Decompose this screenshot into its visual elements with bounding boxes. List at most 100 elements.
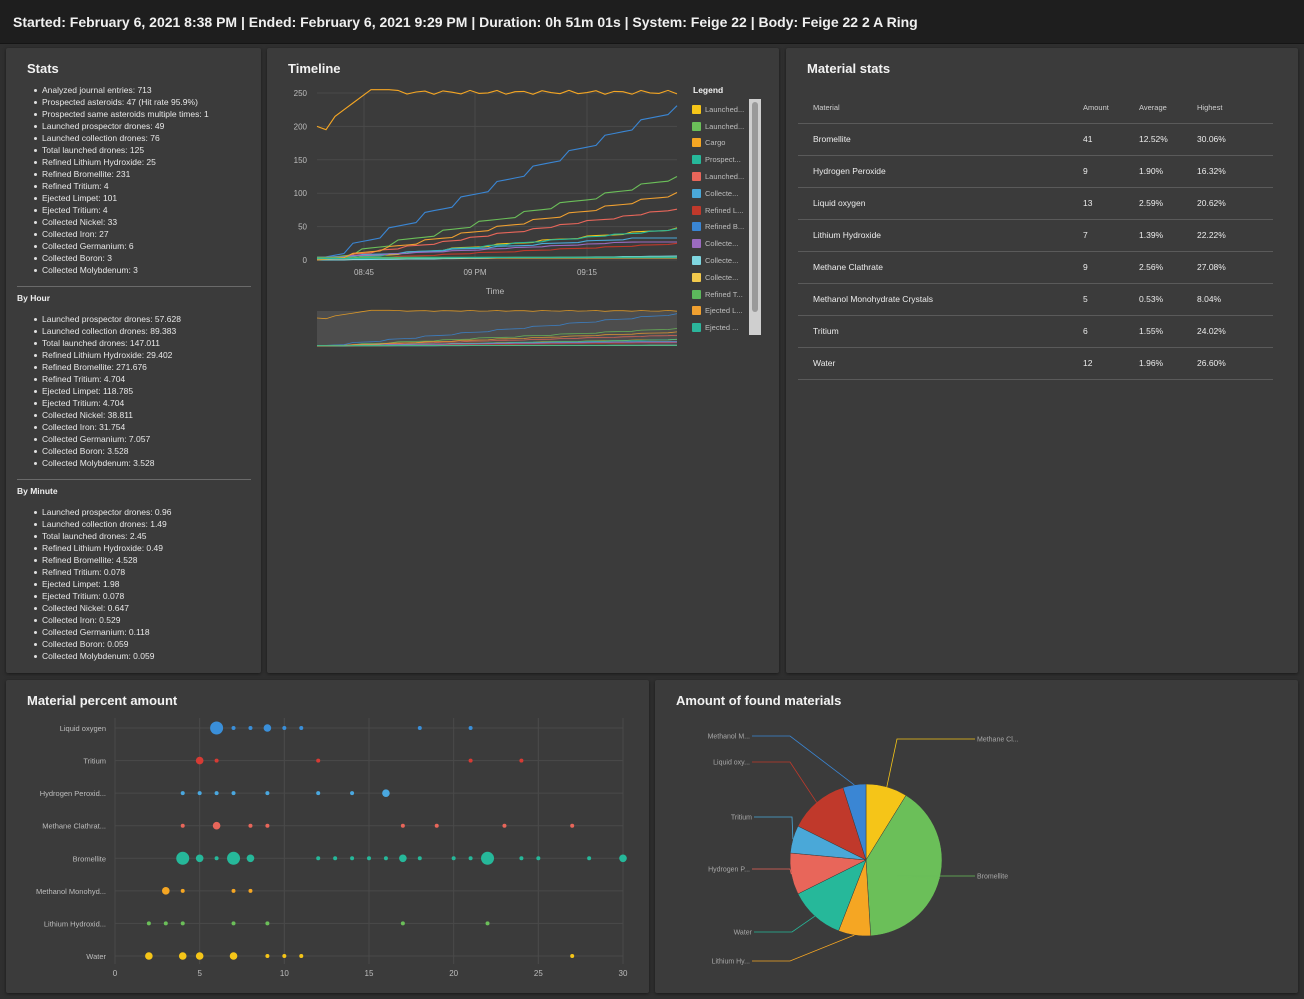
scatter-point[interactable] <box>248 888 253 893</box>
scatter-point[interactable] <box>316 856 321 861</box>
legend-scrollbar[interactable] <box>749 99 761 335</box>
scatter-point[interactable] <box>536 856 541 861</box>
scatter-point[interactable] <box>231 888 236 893</box>
col-amount[interactable]: Amount <box>1068 93 1124 124</box>
scatter-point[interactable] <box>400 823 405 828</box>
scatter-point[interactable] <box>176 851 190 865</box>
scatter-point[interactable] <box>162 887 170 895</box>
scatter-point[interactable] <box>214 758 219 763</box>
scatter-point[interactable] <box>265 823 270 828</box>
legend-item[interactable]: Collecte... <box>692 235 747 252</box>
scatter-point[interactable] <box>248 726 253 730</box>
scatter-point[interactable] <box>180 791 185 796</box>
scatter-point[interactable] <box>180 823 185 828</box>
legend-item[interactable]: Launched... <box>692 168 747 185</box>
scatter-point[interactable] <box>180 921 185 926</box>
scatter-point[interactable] <box>265 954 270 958</box>
scatter-point[interactable] <box>417 856 422 861</box>
legend-item[interactable]: Refined L... <box>692 202 747 219</box>
scatter-point[interactable] <box>227 851 241 865</box>
scatter-point[interactable] <box>316 758 321 763</box>
scatter-point[interactable] <box>399 854 407 863</box>
scatter-point[interactable] <box>587 856 592 861</box>
timeline-series-line[interactable] <box>316 192 678 261</box>
scatter-point[interactable] <box>282 954 287 958</box>
scatter-point[interactable] <box>246 854 255 863</box>
scatter-point[interactable] <box>180 888 185 893</box>
scatter-point[interactable] <box>481 851 495 865</box>
scatter-point[interactable] <box>570 954 575 958</box>
scatter-point[interactable] <box>468 758 473 763</box>
scatter-point[interactable] <box>502 823 507 828</box>
scatter-point[interactable] <box>451 856 456 861</box>
scatter-point[interactable] <box>333 856 338 861</box>
scatter-point[interactable] <box>299 954 304 958</box>
legend-scroll-thumb[interactable] <box>752 102 758 312</box>
timeline-series-line[interactable] <box>316 256 677 260</box>
timeline-series-line[interactable] <box>316 176 678 260</box>
col-material[interactable]: Material <box>798 93 1068 124</box>
timeline-series-line[interactable] <box>316 89 678 131</box>
legend-item[interactable]: Launched... <box>692 101 747 118</box>
scatter-point[interactable] <box>265 921 270 926</box>
timeline-chart[interactable]: 0 50 100 150 200 250 08:45 09 PM 09:15 Time <box>267 78 779 378</box>
scatter-point[interactable] <box>485 921 490 926</box>
scatter-point[interactable] <box>367 856 371 861</box>
scatter-point[interactable] <box>434 823 439 828</box>
scatter-point[interactable] <box>282 726 287 730</box>
scatter-point[interactable] <box>212 821 221 830</box>
scatter-point[interactable] <box>231 791 236 796</box>
scatter-point[interactable] <box>214 791 219 796</box>
legend-item[interactable]: Refined T... <box>692 286 747 303</box>
scatter-point[interactable] <box>519 758 524 763</box>
scatter-point[interactable] <box>316 791 321 796</box>
legend-item[interactable]: Refined B... <box>692 219 747 236</box>
scatter-point[interactable] <box>197 791 202 796</box>
scatter-point[interactable] <box>570 823 575 828</box>
scatter-point[interactable] <box>163 921 168 926</box>
timeline-series-line[interactable] <box>316 105 678 260</box>
scatter-point[interactable] <box>195 854 204 863</box>
scatter-point[interactable] <box>400 921 405 926</box>
timeline-series-line[interactable] <box>316 241 677 258</box>
percent-scatter-chart[interactable]: 0 5 10 15 20 25 30 Liquid oxygen Tritium Hydrogen… <box>6 680 649 980</box>
scatter-point[interactable] <box>263 724 272 732</box>
scatter-point[interactable] <box>231 726 236 730</box>
legend-item[interactable]: Collecte... <box>692 269 747 286</box>
legend-item[interactable]: Cargo <box>692 135 747 152</box>
legend-item[interactable]: Ejected ... <box>692 319 747 335</box>
scatter-point[interactable] <box>248 823 253 828</box>
scatter-point[interactable] <box>519 856 524 861</box>
col-average[interactable]: Average <box>1124 93 1182 124</box>
scatter-point[interactable] <box>210 721 224 735</box>
scatter-point[interactable] <box>195 756 204 765</box>
legend-item[interactable]: Prospect... <box>692 151 747 168</box>
scatter-point[interactable] <box>382 789 390 797</box>
scatter-point[interactable] <box>145 952 153 960</box>
scatter-point[interactable] <box>350 856 355 861</box>
legend-item[interactable]: Ejected L... <box>692 303 747 320</box>
col-highest[interactable]: Highest <box>1182 93 1273 124</box>
legend-item[interactable]: Collecte... <box>692 185 747 202</box>
scatter-point[interactable] <box>383 856 388 861</box>
scatter-point[interactable] <box>468 856 473 861</box>
legend-item[interactable]: Launched... <box>692 118 747 135</box>
scatter-point[interactable] <box>468 726 473 730</box>
pie-slice[interactable] <box>842 783 867 861</box>
scatter-point[interactable] <box>146 921 151 926</box>
scatter-point[interactable] <box>231 921 236 926</box>
scatter-point[interactable] <box>195 952 204 960</box>
scatter-point[interactable] <box>417 726 422 730</box>
scatter-point[interactable] <box>619 854 627 863</box>
scatter-point[interactable] <box>178 952 187 960</box>
legend-item[interactable]: Collecte... <box>692 252 747 269</box>
scatter-point[interactable] <box>265 791 270 796</box>
scatter-point[interactable] <box>229 952 238 960</box>
scatter-point[interactable] <box>350 791 355 796</box>
timeline-series-line[interactable] <box>316 228 678 261</box>
pie-slice[interactable] <box>797 787 867 861</box>
scatter-point[interactable] <box>299 726 304 730</box>
found-materials-pie-chart[interactable]: Methane Cl... Bromellite Lithium Hy... Wate… <box>655 680 1298 993</box>
scatter-point[interactable] <box>214 856 219 861</box>
timeline-series-line[interactable] <box>316 237 677 258</box>
